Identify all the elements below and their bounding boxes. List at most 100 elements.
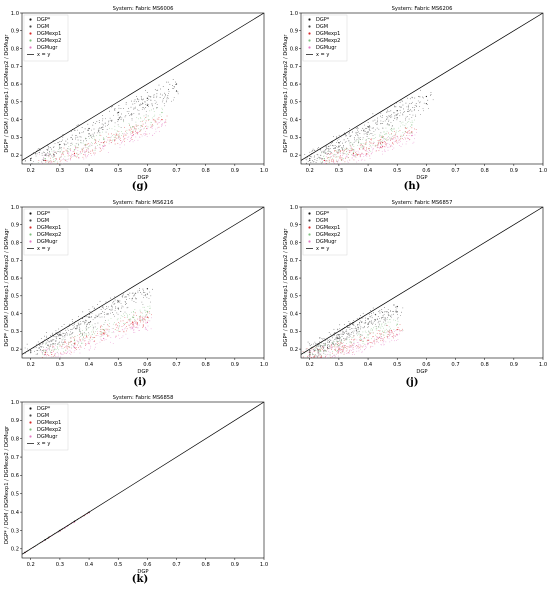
scatter-point — [121, 142, 123, 143]
scatter-point — [133, 312, 135, 314]
scatter-point — [343, 344, 345, 346]
scatter-point — [24, 347, 26, 349]
scatter-point — [414, 128, 415, 130]
scatter-point — [135, 312, 136, 314]
scatter-point — [371, 315, 373, 317]
scatter-point — [99, 144, 101, 146]
scatter-point — [46, 354, 48, 355]
scatter-point — [351, 148, 353, 149]
legend-box — [23, 208, 69, 256]
scatter-point — [336, 339, 338, 341]
scatter-point — [163, 98, 164, 99]
legend-label: x = y — [37, 246, 50, 252]
scatter-point — [103, 330, 105, 331]
scatter-point — [139, 129, 141, 131]
scatter-point — [342, 351, 344, 353]
scatter-point — [132, 297, 133, 299]
y-tick-label: 0.2 — [290, 347, 298, 353]
scatter-point — [365, 153, 367, 155]
scatter-point — [380, 333, 382, 334]
scatter-point — [100, 333, 102, 334]
scatter-point — [105, 118, 106, 120]
scatter-point — [359, 320, 361, 322]
scatter-point — [131, 100, 132, 102]
scatter-point — [319, 157, 321, 159]
scatter-point — [74, 155, 75, 157]
scatter-point — [333, 161, 335, 163]
scatter-point — [79, 339, 80, 341]
scatter-point — [394, 131, 395, 132]
data-point — [103, 138, 105, 140]
scatter-point — [70, 143, 72, 144]
scatter-point — [422, 96, 423, 98]
scatter-point — [111, 306, 113, 308]
scatter-point — [133, 100, 135, 102]
scatter-point — [360, 348, 361, 350]
scatter-point — [318, 359, 319, 360]
scatter-point — [408, 129, 410, 131]
scatter-point — [62, 342, 64, 344]
scatter-point — [42, 350, 44, 351]
scatter-point — [353, 339, 355, 341]
scatter-point — [134, 322, 136, 323]
scatter-point — [336, 351, 337, 352]
scatter-point — [79, 334, 81, 335]
scatter-point — [388, 124, 390, 126]
scatter-point — [113, 301, 115, 302]
scatter-point — [360, 143, 362, 145]
scatter-point — [73, 346, 74, 347]
scatter-point — [143, 325, 144, 326]
scatter-point — [107, 319, 109, 321]
scatter-point — [122, 335, 124, 337]
x-tick-label: 0.2 — [306, 362, 314, 368]
scatter-point — [77, 335, 79, 336]
scatter-point — [336, 344, 338, 345]
scatter-point — [159, 122, 160, 123]
scatter-point — [325, 344, 326, 345]
scatter-point — [378, 141, 380, 142]
scatter-point — [135, 293, 137, 294]
scatter-point — [66, 526, 68, 528]
scatter-point — [347, 149, 349, 151]
data-point — [367, 323, 369, 325]
scatter-point — [330, 153, 331, 155]
scatter-point — [51, 349, 53, 351]
legend-point-marker — [29, 428, 32, 431]
scatter-point — [115, 323, 117, 325]
scatter-point — [349, 147, 351, 149]
scatter-point — [352, 323, 354, 325]
scatter-point — [393, 337, 394, 339]
scatter-point — [312, 352, 313, 354]
x-tick-label: 0.8 — [202, 362, 210, 368]
scatter-point — [403, 139, 404, 140]
y-tick-label: 0.4 — [11, 510, 20, 516]
scatter-point — [385, 324, 387, 326]
scatter-point — [104, 331, 105, 333]
scatter-point — [333, 340, 335, 342]
scatter-point — [146, 92, 148, 93]
scatter-point — [53, 161, 55, 163]
scatter-point — [328, 157, 329, 158]
scatter-point — [78, 154, 79, 155]
scatter-point — [119, 322, 120, 324]
scatter-point — [375, 150, 377, 152]
scatter-point — [377, 117, 378, 119]
scatter-point — [122, 133, 123, 134]
scatter-point — [384, 138, 385, 139]
scatter-point — [45, 332, 47, 333]
y-tick-label: 0.3 — [11, 329, 19, 335]
scatter-point — [381, 317, 383, 318]
scatter-point — [348, 339, 350, 341]
scatter-point — [71, 341, 72, 342]
scatter-point — [46, 160, 48, 161]
scatter-point — [65, 160, 66, 161]
scatter-point — [59, 356, 61, 358]
scatter-point — [349, 344, 350, 346]
scatter-point — [125, 303, 127, 304]
data-point — [132, 321, 134, 324]
plot-area — [302, 304, 404, 360]
scatter-point — [85, 137, 86, 139]
scatter-point — [316, 347, 318, 349]
scatter-point — [358, 160, 359, 161]
scatter-point — [340, 163, 341, 164]
